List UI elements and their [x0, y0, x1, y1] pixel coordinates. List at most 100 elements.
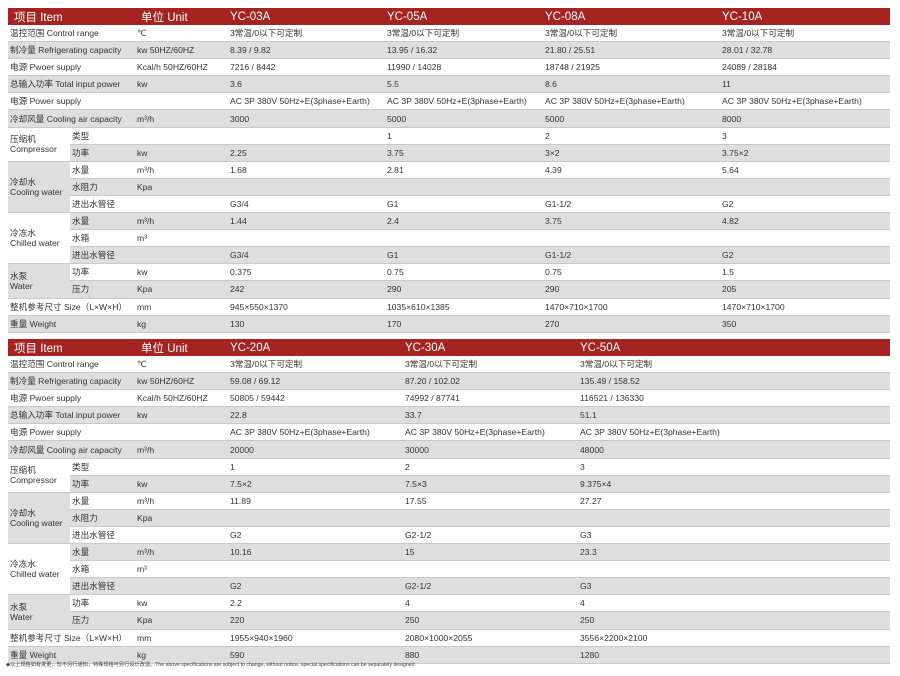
- row-sub-label: 类型: [70, 127, 135, 145]
- cell-value: 270: [543, 315, 720, 333]
- row-unit: kw: [135, 75, 228, 94]
- row-label: 冷却风量 Cooling air capacity: [8, 109, 135, 128]
- cell-value: 8.6: [543, 75, 720, 94]
- row-label: 电源 Power supply: [8, 92, 135, 111]
- row-unit: kg: [135, 315, 228, 333]
- row-sub-label: 进出水管径: [70, 526, 135, 545]
- header-unit: 单位 Unit: [135, 339, 228, 356]
- row-sub-label: 水阻力: [70, 509, 135, 527]
- table-row: 总输入功率 Total input power kw 3.6 5.5 8.6 11: [8, 75, 890, 94]
- header-model: YC-08A: [543, 8, 720, 25]
- cell-value: [403, 509, 578, 527]
- cell-value: [543, 229, 720, 248]
- header-model: YC-10A: [720, 8, 890, 25]
- cell-value: 5.64: [720, 161, 890, 179]
- table-header-row: 项目 Item 单位 Unit YC-03A YC-05A YC-08A YC-10A: [8, 8, 890, 25]
- cell-value: 22.8: [228, 406, 403, 425]
- row-unit: kw: [135, 144, 228, 162]
- cell-value: [228, 178, 385, 196]
- cell-value: 59.08 / 69.12: [228, 372, 403, 391]
- row-unit: [135, 577, 228, 596]
- group-label-pump: 水泵 Water: [8, 263, 70, 299]
- header-model: YC-03A: [228, 8, 385, 25]
- cell-value: 3常温/0以下可定制: [720, 25, 890, 43]
- row-unit: kw: [135, 475, 228, 493]
- row-label: 电源 Pwoer supply: [8, 389, 135, 408]
- cell-value: 3常温/0以下可定制: [403, 356, 578, 374]
- cell-value: 2.81: [385, 161, 543, 179]
- cell-value: 7.5×3: [403, 475, 578, 493]
- cell-value: 3.75: [543, 212, 720, 231]
- row-sub-label: 功率: [70, 475, 135, 493]
- row-unit: m³: [135, 560, 228, 579]
- cell-value: 1280: [578, 646, 890, 664]
- cell-value: 8.39 / 9.82: [228, 41, 385, 60]
- cell-value: 945×550×1370: [228, 298, 385, 316]
- cell-value: 3常温/0以下可定制: [228, 25, 385, 43]
- cell-value: [578, 509, 890, 527]
- header-item: 项目 Item: [8, 8, 135, 25]
- cell-value: G1: [385, 195, 543, 214]
- table-row: 水箱 m³: [8, 560, 890, 579]
- row-sub-label: 压力: [70, 280, 135, 299]
- row-unit: kw: [135, 263, 228, 282]
- table-row: 进出水管径 G2 G2-1/2 G3: [8, 526, 890, 545]
- cell-value: [228, 229, 385, 248]
- row-unit: mm: [135, 629, 228, 647]
- row-sub-label: 压力: [70, 611, 135, 630]
- cell-value: 4: [403, 594, 578, 613]
- cell-value: 242: [228, 280, 385, 299]
- cell-value: 20000: [228, 440, 403, 459]
- row-unit: Kpa: [135, 280, 228, 299]
- row-unit: [135, 458, 228, 476]
- cell-value: 10.16: [228, 543, 403, 562]
- cell-value: 21.80 / 25.51: [543, 41, 720, 60]
- row-unit: m³/h: [135, 212, 228, 231]
- cell-value: 0.75: [543, 263, 720, 282]
- cell-value: 2.2: [228, 594, 403, 613]
- row-label: 整机参考尺寸 Size（L×W×H）: [8, 298, 135, 316]
- cell-value: 880: [403, 646, 578, 664]
- cell-value: G3/4: [228, 195, 385, 214]
- group-label-cooling: 冷却水 Cooling water: [8, 161, 70, 214]
- table-row: 压力 Kpa 242 290 290 205: [8, 280, 890, 299]
- cell-value: 9.375×4: [578, 475, 890, 493]
- cell-value: G2: [228, 526, 403, 545]
- row-unit: m³/h: [135, 440, 228, 459]
- cell-value: [385, 178, 543, 196]
- cell-value: G2: [720, 195, 890, 214]
- cell-value: 5.5: [385, 75, 543, 94]
- cell-value: 1: [385, 127, 543, 145]
- cell-value: G1-1/2: [543, 195, 720, 214]
- row-unit: kg: [135, 646, 228, 664]
- table-row: 冷却风量 Cooling air capacity m³/h 20000 30000 4…: [8, 440, 890, 459]
- table-row: 水泵 Water 功率 kw 0.375 0.75 0.75 1.5: [8, 263, 890, 299]
- cell-value: 1955×940×1960: [228, 629, 403, 647]
- cell-value: 1.44: [228, 212, 385, 231]
- row-label: 电源 Power supply: [8, 423, 135, 442]
- row-unit: [135, 246, 228, 265]
- cell-value: 3: [578, 458, 890, 476]
- table-row: 重量 Weight kg 590 880 1280: [8, 646, 890, 664]
- cell-value: 3: [720, 127, 890, 145]
- cell-value: 28.01 / 32.78: [720, 41, 890, 60]
- cell-value: 15: [403, 543, 578, 562]
- cell-value: 135.49 / 158.52: [578, 372, 890, 391]
- cell-value: 590: [228, 646, 403, 664]
- row-sub-label: 水量: [70, 492, 135, 510]
- row-unit: m³: [135, 229, 228, 248]
- table-row: 电源 Power supply AC 3P 380V 50Hz+E(3phase+…: [8, 423, 890, 442]
- header-model: YC-50A: [578, 339, 890, 356]
- group-label-chilled: 冷冻水 Chilled water: [8, 212, 70, 265]
- footnote: ◆以上规格如有变更，恕不另行通知，特殊规格可另行设计改造。The above s…: [6, 662, 416, 668]
- cell-value: 1.68: [228, 161, 385, 179]
- cell-value: 1035×610×1385: [385, 298, 543, 316]
- group-label-compressor: 压缩机 Compressor: [8, 458, 70, 493]
- cell-value: 11: [720, 75, 890, 94]
- cell-value: [228, 127, 385, 145]
- cell-value: 50805 / 59442: [228, 389, 403, 408]
- table-row: 压力 Kpa 220 250 250: [8, 611, 890, 630]
- table-row: 压缩机 Compressor 类型 1 2 3: [8, 458, 890, 493]
- group-label-pump: 水泵 Water: [8, 594, 70, 630]
- row-unit: Kcal/h 50HZ/60HZ: [135, 58, 228, 77]
